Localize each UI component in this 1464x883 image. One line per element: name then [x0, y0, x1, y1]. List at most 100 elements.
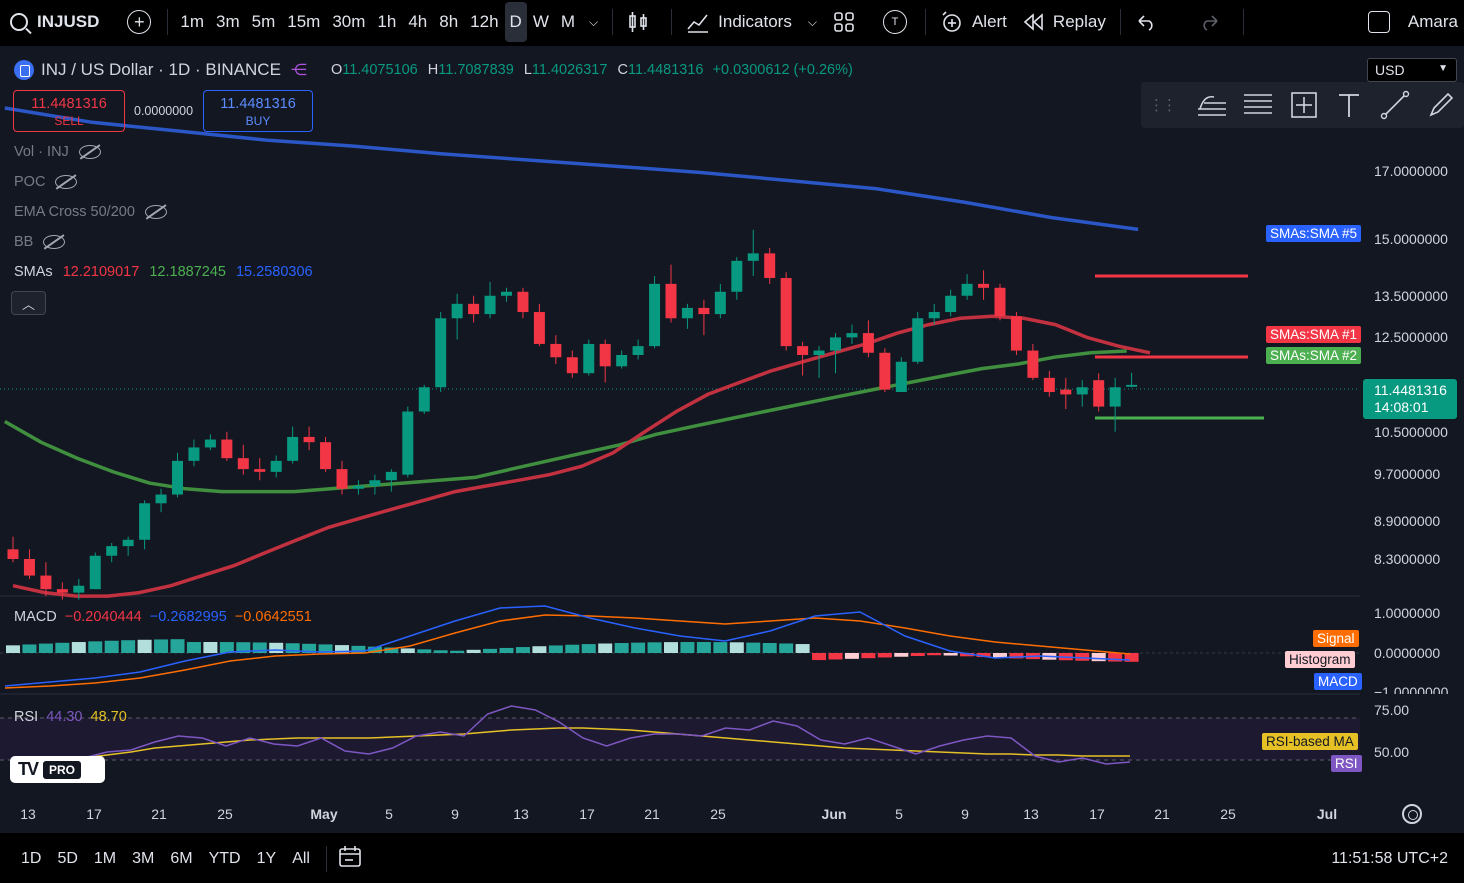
timeframe-1m[interactable]: 1m: [180, 12, 204, 31]
eye-hidden-icon[interactable]: [144, 205, 167, 219]
candle-body: [780, 278, 792, 347]
macd-histogram-bar: [236, 642, 251, 653]
replay-button[interactable]: Replay: [1015, 0, 1114, 44]
measure-tool[interactable]: [1281, 82, 1327, 128]
candle-body: [270, 460, 282, 472]
text-tool[interactable]: [1326, 82, 1372, 128]
candle-body: [681, 307, 693, 319]
range-1d[interactable]: 1D: [21, 850, 42, 867]
redo-button[interactable]: [1191, 0, 1237, 44]
macd-histogram-bar: [762, 642, 777, 653]
time-axis-label: 13: [1023, 806, 1039, 822]
chart-pane[interactable]: INJ / US Dollar · 1D · BINANCE ⋲ O11.407…: [0, 46, 1464, 833]
fullscreen-icon[interactable]: [1367, 11, 1390, 33]
indicator-bb[interactable]: BB: [14, 234, 66, 250]
alert-button[interactable]: Alert: [932, 0, 1015, 44]
layouts-button[interactable]: [825, 0, 871, 44]
macd-histogram-bar: [88, 641, 103, 653]
data-flow-icon[interactable]: ⋲: [290, 62, 307, 79]
crosshair-box-icon: [1290, 92, 1317, 118]
macd-legend[interactable]: MACD −0.2040444 −0.2682995 −0.0642551: [14, 609, 312, 625]
range-1m[interactable]: 1M: [93, 850, 117, 867]
candle-body: [978, 283, 990, 288]
macd-histogram-bar: [38, 643, 53, 653]
candle-body: [912, 318, 924, 362]
indicator-smas[interactable]: SMAs 12.2109017 12.1887245 15.2580306: [14, 264, 313, 280]
range-all[interactable]: All: [292, 850, 310, 867]
price-axis-label: 15.0000000: [1374, 231, 1448, 247]
trend-line-tool[interactable]: [1372, 82, 1418, 128]
drag-handle-icon[interactable]: ⋮⋮: [1149, 97, 1177, 114]
currency-select[interactable]: USD ▼: [1367, 58, 1457, 82]
timeframe-d[interactable]: D: [504, 2, 527, 42]
time-axis-label: May: [310, 806, 338, 822]
macd-histogram-bar: [483, 648, 498, 653]
timeframe-8h[interactable]: 8h: [439, 12, 459, 31]
timeframe-1h[interactable]: 1h: [377, 12, 397, 31]
indicator-vol[interactable]: Vol · INJ: [14, 144, 101, 160]
toolbar-divider: [1242, 9, 1244, 35]
timeframe-12h[interactable]: 12h: [470, 12, 499, 31]
toolbar-divider: [612, 9, 614, 35]
chart-canvas[interactable]: [0, 46, 1464, 796]
timeframe-dropdown-chevron-icon[interactable]: ⌵: [589, 14, 599, 29]
time-axis-label: 13: [513, 806, 529, 822]
indicators-button[interactable]: Indicators: [678, 0, 800, 44]
eye-hidden-icon[interactable]: [43, 235, 66, 249]
range-1y[interactable]: 1Y: [256, 850, 277, 867]
eye-hidden-icon[interactable]: [55, 175, 78, 189]
settings-gear-icon[interactable]: [1402, 804, 1422, 824]
macd-signal-line: [4, 614, 1131, 689]
replay-label: Replay: [1052, 12, 1106, 31]
buy-button[interactable]: 11.4481316 BUY: [203, 90, 313, 132]
candle-body: [517, 291, 529, 313]
candle-body: [830, 337, 841, 351]
candle-body: [435, 318, 447, 388]
go-to-date-button[interactable]: [337, 845, 363, 874]
timeframe-4h[interactable]: 4h: [408, 12, 428, 31]
timeframe-m[interactable]: M: [560, 12, 576, 31]
range-ytd[interactable]: YTD: [208, 850, 241, 867]
utc-clock[interactable]: 11:51:58 UTC+2: [1331, 850, 1448, 867]
timeframe-15m[interactable]: 15m: [287, 12, 321, 31]
horizontal-lines-tool[interactable]: [1189, 82, 1235, 128]
compare-symbol-button[interactable]: +: [127, 10, 152, 34]
candle-body: [632, 346, 644, 356]
account-menu[interactable]: Amara: [1367, 11, 1464, 33]
indicator-poc[interactable]: POC: [14, 174, 78, 190]
sma1-line: [12, 314, 1151, 598]
timeframe-3m[interactable]: 3m: [215, 12, 240, 31]
time-axis-label: 25: [1220, 806, 1236, 822]
close-value: 11.4481316: [627, 62, 704, 78]
range-5d[interactable]: 5D: [57, 850, 78, 867]
time-axis-label: 5: [895, 806, 903, 822]
range-3m[interactable]: 3M: [132, 850, 155, 867]
price-axis-label: 17.0000000: [1374, 163, 1448, 179]
tradingview-pro-logo[interactable]: TV PRO: [10, 756, 105, 783]
sell-button[interactable]: 11.4481316 SELL: [13, 90, 125, 132]
undo-button[interactable]: [1127, 0, 1173, 44]
fib-lines-icon: [1243, 94, 1272, 114]
chart-type-button[interactable]: [619, 0, 665, 44]
symbol-search-button[interactable]: INJUSD: [0, 0, 109, 44]
timeframe-w[interactable]: W: [532, 12, 549, 31]
timeframe-5m[interactable]: 5m: [251, 12, 276, 31]
time-axis[interactable]: 13 17 21 25 May 5 9 13 17 21 25 Jun 5 9 13 17 21 25 Jul: [0, 796, 1464, 833]
range-6m[interactable]: 6M: [170, 850, 193, 867]
brush-tool[interactable]: [1418, 82, 1464, 128]
candle-body: [451, 303, 463, 319]
t-badge-icon[interactable]: T: [882, 10, 907, 34]
toolbar-divider: [924, 9, 926, 35]
redo-icon: [1203, 15, 1218, 31]
macd-histogram-bar: [1075, 653, 1090, 661]
low-label: L: [523, 62, 532, 78]
eye-hidden-icon[interactable]: [78, 145, 101, 159]
macd-histogram-bar: [186, 642, 201, 653]
timeframe-30m[interactable]: 30m: [332, 12, 366, 31]
indicator-ema-cross[interactable]: EMA Cross 50/200: [14, 204, 167, 220]
rsi-legend[interactable]: RSI 44.30 48.70: [14, 709, 127, 725]
fib-retracement-tool[interactable]: [1235, 82, 1281, 128]
indicators-dropdown-chevron-icon[interactable]: ⌵: [807, 14, 817, 29]
collapse-legend-button[interactable]: ︿: [11, 291, 46, 315]
rsi-value: 44.30: [46, 709, 83, 725]
